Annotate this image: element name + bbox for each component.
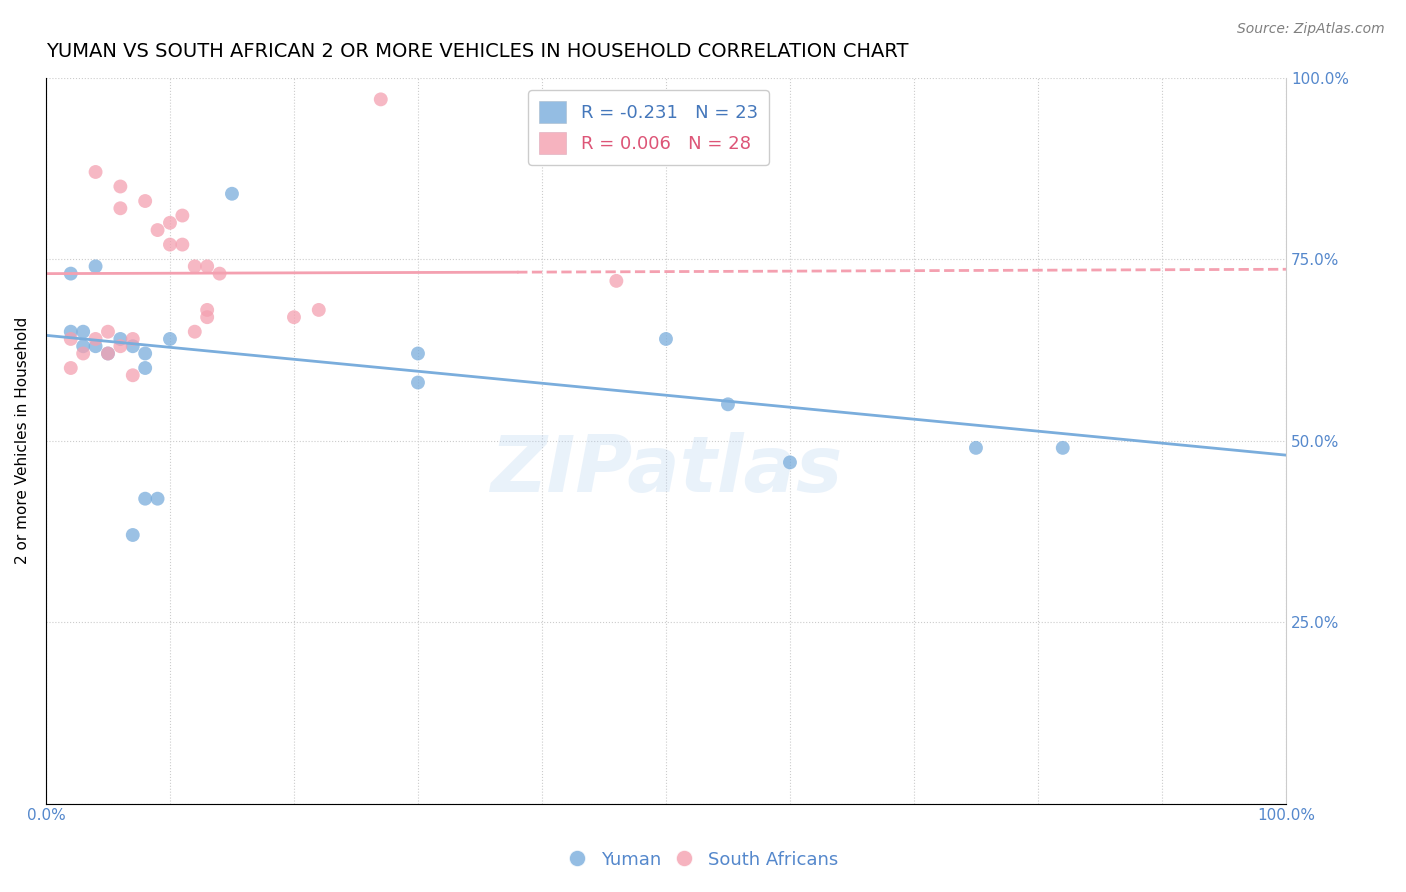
Point [406, 376, 429, 390]
Point [110, 332, 132, 346]
Legend: R = -0.231   N = 23, R = 0.006   N = 28: R = -0.231 N = 23, R = 0.006 N = 28 [529, 90, 769, 165]
Point [110, 179, 132, 194]
Legend: Yuman, South Africans: Yuman, South Africans [561, 844, 845, 876]
Text: Source: ZipAtlas.com: Source: ZipAtlas.com [1237, 22, 1385, 37]
Point [84, 339, 107, 353]
Point [121, 368, 143, 383]
Point [72, 325, 94, 339]
Point [406, 346, 429, 360]
Point [72, 346, 94, 360]
Text: YUMAN VS SOUTH AFRICAN 2 OR MORE VEHICLES IN HOUSEHOLD CORRELATION CHART: YUMAN VS SOUTH AFRICAN 2 OR MORE VEHICLE… [46, 42, 908, 61]
Point [97, 346, 120, 360]
Point [84, 260, 107, 274]
Point [59, 361, 82, 376]
Point [84, 332, 107, 346]
Point [110, 201, 132, 215]
Point [208, 267, 231, 281]
Point [134, 361, 156, 376]
Point [159, 216, 181, 230]
Point [59, 267, 82, 281]
Point [779, 455, 801, 469]
Point [97, 346, 120, 360]
Point [172, 209, 194, 223]
Point [146, 491, 169, 506]
Point [134, 491, 156, 506]
Point [72, 339, 94, 353]
Point [110, 339, 132, 353]
Point [121, 339, 143, 353]
Point [308, 302, 330, 317]
Point [1052, 441, 1074, 455]
Point [134, 194, 156, 208]
Point [121, 332, 143, 346]
Point [59, 325, 82, 339]
Point [221, 186, 243, 201]
Point [134, 346, 156, 360]
Point [195, 310, 218, 325]
Point [84, 165, 107, 179]
Point [159, 332, 181, 346]
Point [283, 310, 305, 325]
Point [184, 260, 207, 274]
Point [184, 325, 207, 339]
Point [717, 397, 740, 411]
Point [97, 325, 120, 339]
Point [195, 302, 218, 317]
Point [146, 223, 169, 237]
Point [172, 237, 194, 252]
Point [605, 274, 627, 288]
Point [195, 260, 218, 274]
Y-axis label: 2 or more Vehicles in Household: 2 or more Vehicles in Household [15, 317, 30, 565]
Point [370, 92, 392, 106]
Point [121, 528, 143, 542]
Point [59, 332, 82, 346]
Point [965, 441, 987, 455]
Point [159, 237, 181, 252]
Point [655, 332, 678, 346]
Text: ZIPatlas: ZIPatlas [489, 432, 842, 508]
